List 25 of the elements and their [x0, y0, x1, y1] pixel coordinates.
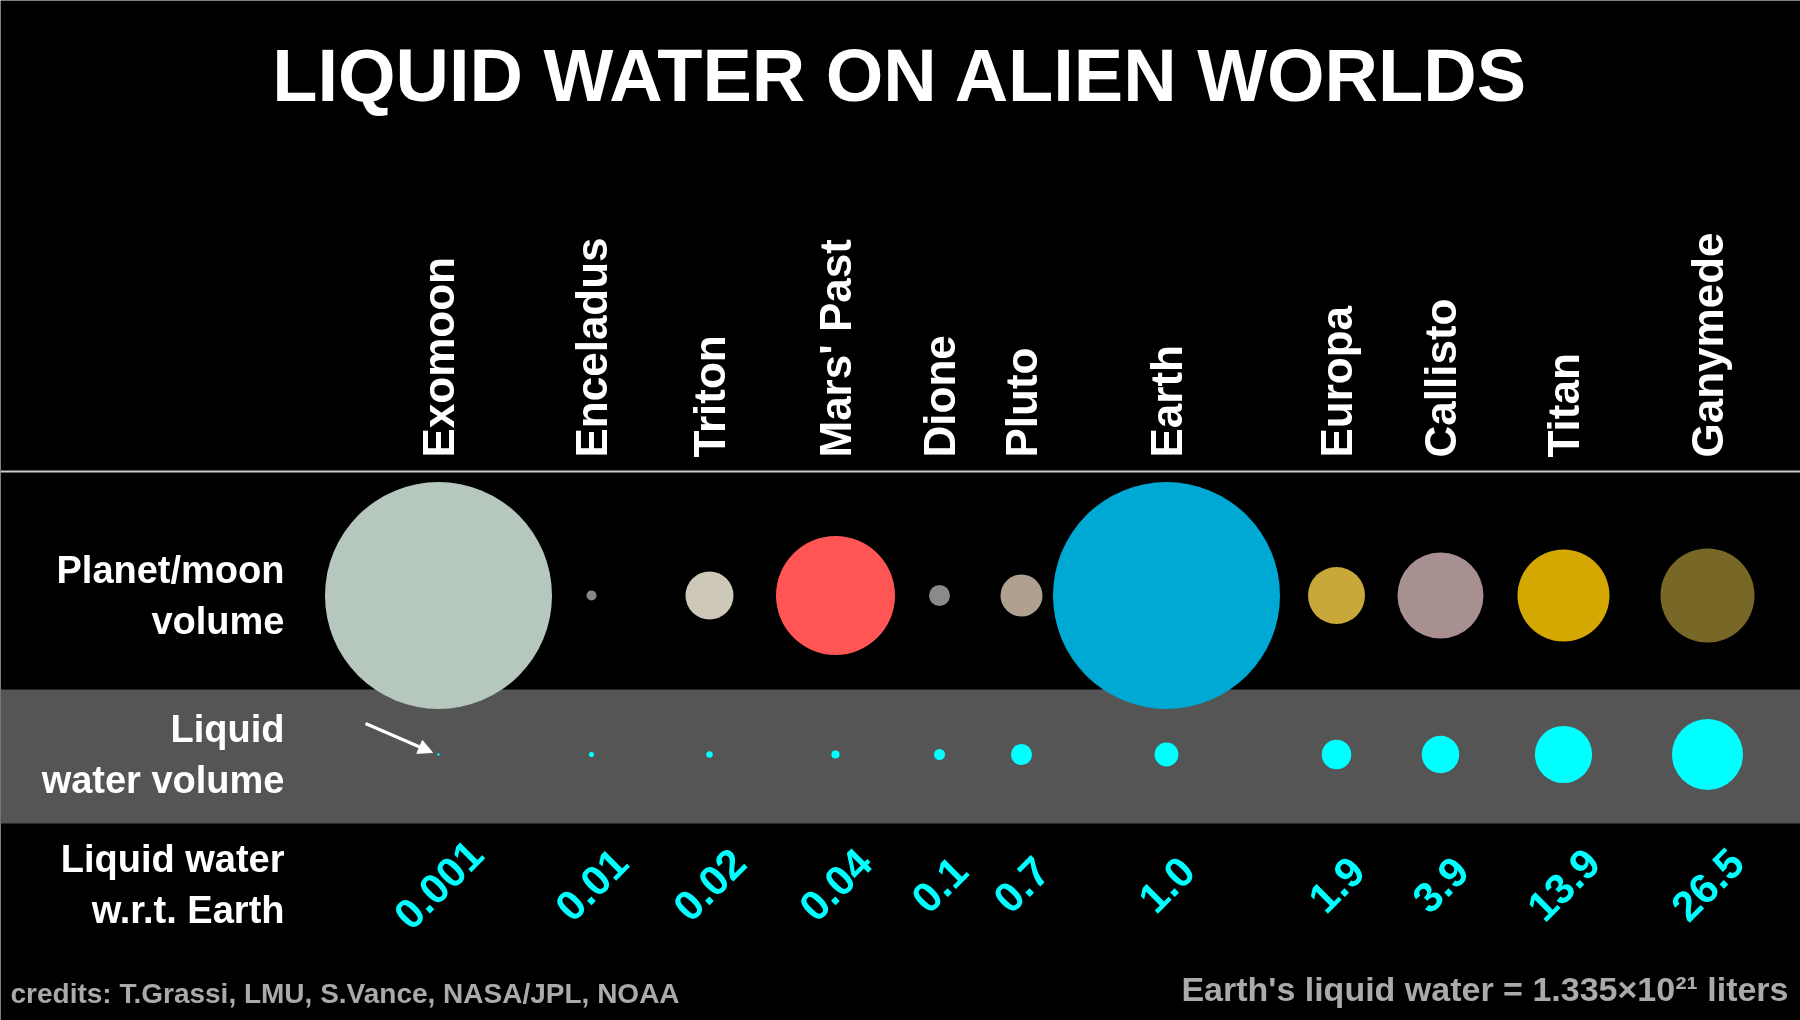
category-label: Titan	[1539, 353, 1588, 458]
data-label: 1.9	[1299, 847, 1374, 922]
text: LIQUID WATER ON ALIEN WORLDS	[272, 34, 1527, 117]
data-label: 3.9	[1403, 847, 1478, 922]
category-label: Dione	[915, 335, 964, 458]
category-label: Ganymede	[1683, 232, 1732, 458]
category-label: Pluto	[997, 347, 1046, 458]
data-label: 0.01	[545, 838, 638, 931]
text: credits: T.Grassi, LMU, S.Vance, NASA/JPL, NOAA	[10, 978, 680, 1009]
category-label: Exomoon	[414, 257, 463, 458]
category-label: Callisto	[1416, 298, 1465, 458]
text: Liquid water volume	[40, 708, 285, 801]
category-label: Earth	[1142, 345, 1191, 458]
data-label: 0.02	[663, 838, 756, 931]
text: Earth's liquid water = 1.335×10²¹ liters	[1181, 969, 1789, 1008]
data-label: 0.1	[902, 847, 977, 922]
data-label: 0.7	[984, 847, 1059, 922]
category-label: Triton	[685, 335, 734, 458]
category-label: Mars' Past	[811, 238, 860, 458]
text: Liquid water w.r.t. Earth	[60, 838, 285, 931]
category-label: Enceladus	[567, 237, 616, 458]
text: Planet/moon volume	[56, 549, 285, 642]
category-label: Europa	[1312, 305, 1361, 458]
data-label: 1.0	[1129, 847, 1204, 922]
data-label: 0.04	[789, 838, 882, 931]
